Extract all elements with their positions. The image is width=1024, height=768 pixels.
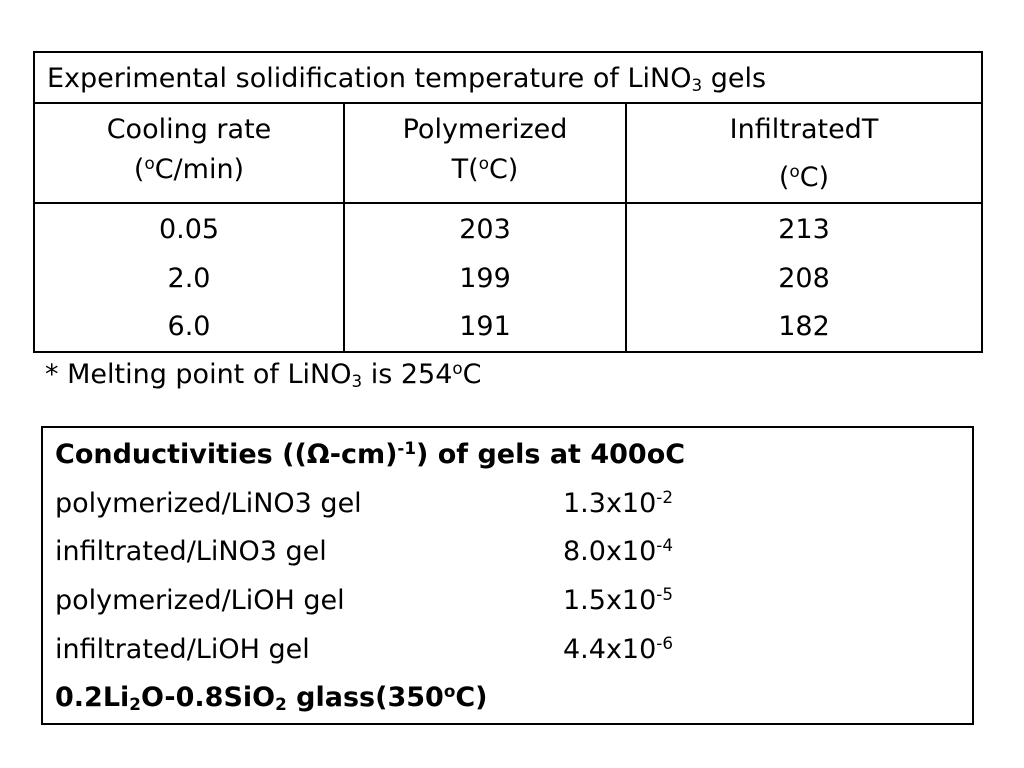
column-header: InfiltratedT (oC) <box>627 104 981 204</box>
header-line1: Cooling rate <box>106 114 272 145</box>
column-values: 203 199 191 <box>345 204 625 351</box>
note-text: * Melting point of LiNO <box>45 359 352 390</box>
conductivity-label: infiltrated/LiOH gel <box>55 634 310 665</box>
value-base: 4.4x10 <box>563 634 657 665</box>
header-line2-post: C/min) <box>154 154 245 185</box>
header-line1: InfiltratedT <box>729 114 879 145</box>
conductivity-title-pre: Conductivities (( <box>55 439 307 470</box>
value-exponent: -4 <box>656 534 673 555</box>
conductivity-value: 1.5x10-5 <box>563 581 673 621</box>
glass-subscript: 2 <box>275 694 287 715</box>
header-line2: (oC) <box>627 162 981 193</box>
column-cooling-rate: Cooling rate (oC/min) 0.05 2.0 6.0 <box>35 104 343 351</box>
table-title: Experimental solidification temperature … <box>35 53 981 104</box>
note-suffix: C <box>462 359 482 390</box>
note-superscript: o <box>452 357 463 378</box>
conductivity-title-mid: -cm) <box>329 439 398 470</box>
column-values: 213 208 182 <box>627 204 981 351</box>
melting-point-note: * Melting point of LiNO3 is 254oC <box>45 358 482 392</box>
header-line2-post: C) <box>488 154 519 185</box>
table-title-subscript: 3 <box>691 75 703 96</box>
conductivity-title: Conductivities ((Ω-cm)-1) of gels at 400… <box>55 435 685 475</box>
table-cell: 6.0 <box>167 311 211 342</box>
value-base: 8.0x10 <box>563 536 657 567</box>
table-title-suffix: gels <box>702 63 767 94</box>
solidification-table: Experimental solidification temperature … <box>33 51 983 353</box>
table-cell: 213 <box>778 214 830 245</box>
glass-subscript: 2 <box>129 694 141 715</box>
conductivity-box: Conductivities ((Ω-cm)-1) of gels at 400… <box>41 426 974 725</box>
glass-part: 0.2Li <box>55 682 130 713</box>
glass-part: O-0.8SiO <box>140 682 276 713</box>
column-infiltrated: InfiltratedT (oC) 213 208 182 <box>625 104 981 351</box>
table-cell: 182 <box>778 311 830 342</box>
value-exponent: -6 <box>656 632 673 653</box>
table-cell: 191 <box>459 311 511 342</box>
header-line2: (oC/min) <box>35 154 343 185</box>
conductivity-value: 4.4x10-6 <box>563 630 673 670</box>
conductivity-value: 1.3x10-2 <box>563 484 673 524</box>
glass-superscript: o <box>443 680 456 701</box>
value-base: 1.3x10 <box>563 488 657 519</box>
table-cell: 203 <box>459 214 511 245</box>
conductivity-label: polymerized/LiNO3 gel <box>55 488 362 519</box>
header-line2: T(oC) <box>345 154 625 185</box>
header-line2-sup: o <box>789 160 800 181</box>
header-line2-pre: T( <box>451 154 479 185</box>
header-line2-pre: ( <box>778 162 790 193</box>
glass-part: C) <box>455 682 488 713</box>
table-title-text: Experimental solidification temperature … <box>47 63 692 94</box>
conductivity-title-sup: -1 <box>397 437 417 458</box>
column-header: Cooling rate (oC/min) <box>35 104 343 204</box>
table-cell: 199 <box>459 263 511 294</box>
table-cell: 0.05 <box>158 214 220 245</box>
column-values: 0.05 2.0 6.0 <box>35 204 343 351</box>
value-exponent: -2 <box>656 486 673 507</box>
note-mid: is 254 <box>362 359 453 390</box>
value-exponent: -5 <box>656 583 673 604</box>
column-polymerized: Polymerized T(oC) 203 199 191 <box>343 104 625 351</box>
note-subscript: 3 <box>351 371 363 392</box>
header-line2-pre: ( <box>133 154 145 185</box>
header-line1: Polymerized <box>402 114 568 145</box>
conductivity-title-post: ) of gels at 400oC <box>416 439 686 470</box>
conductivity-value: 8.0x10-4 <box>563 532 673 572</box>
glass-part: glass(350 <box>286 682 444 713</box>
table-cell: 208 <box>778 263 830 294</box>
table-cell: 2.0 <box>167 263 211 294</box>
value-base: 1.5x10 <box>563 585 657 616</box>
header-line2-sup: o <box>478 152 489 173</box>
conductivity-label: polymerized/LiOH gel <box>55 585 345 616</box>
glass-composition: 0.2Li2O-0.8SiO2 glass(350oC) <box>55 678 487 718</box>
header-line2-sup: o <box>144 152 155 173</box>
conductivity-label: infiltrated/LiNO3 gel <box>55 536 327 567</box>
header-line2-post: C) <box>799 162 830 193</box>
column-header: Polymerized T(oC) <box>345 104 625 204</box>
omega-symbol: Ω <box>306 439 330 470</box>
